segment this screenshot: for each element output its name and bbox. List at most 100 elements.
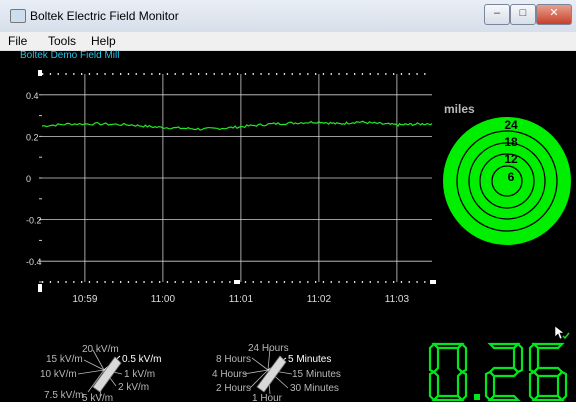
minor-tick-top bbox=[127, 73, 130, 75]
bottom-mid-marker bbox=[234, 280, 240, 284]
minor-tick-bottom bbox=[244, 281, 247, 283]
minor-tick-bottom bbox=[393, 281, 395, 283]
field-series-line bbox=[41, 120, 433, 131]
minor-tick-bottom bbox=[307, 281, 309, 283]
lightning-range-rings: 24 18 12 6 bbox=[443, 117, 571, 245]
menu-bar: File Tools Help bbox=[0, 32, 576, 51]
top-marker bbox=[38, 70, 42, 76]
minor-tick-top bbox=[307, 73, 309, 75]
readout-digit: 0 bbox=[428, 342, 468, 402]
device-label: Boltek Demo Field Mill bbox=[20, 50, 120, 61]
minor-tick-bottom bbox=[268, 281, 270, 283]
minor-tick-top bbox=[393, 73, 395, 75]
scale-selected: 0.5 kV/m bbox=[122, 354, 161, 365]
time-4h: 4 Hours bbox=[212, 369, 247, 380]
minor-tick-bottom bbox=[408, 281, 410, 283]
minor-tick-bottom bbox=[369, 281, 371, 283]
scale-dial[interactable]: 20 kV/m 15 kV/m 10 kV/m 7.5 kV/m 5 kV/m … bbox=[38, 340, 174, 402]
minor-tick-bottom bbox=[354, 281, 356, 283]
x-tick-label: 11:03 bbox=[385, 294, 410, 305]
minor-tick-bottom bbox=[57, 281, 59, 283]
minor-tick-bottom bbox=[237, 281, 239, 283]
time-24h: 24 Hours bbox=[248, 343, 289, 354]
minor-tick-top bbox=[182, 73, 184, 75]
minor-tick-top bbox=[385, 73, 387, 75]
menu-tools[interactable]: Tools bbox=[48, 34, 77, 48]
minor-tick-bottom bbox=[120, 281, 122, 283]
scale-20: 20 kV/m bbox=[82, 344, 119, 355]
bottom-right-marker bbox=[430, 280, 436, 284]
minor-tick-top bbox=[205, 73, 208, 75]
minor-tick-top bbox=[283, 73, 286, 75]
minor-tick-top bbox=[174, 73, 176, 75]
minor-tick-bottom bbox=[112, 281, 114, 283]
x-tick-label: 11:02 bbox=[307, 294, 332, 305]
minor-tick-bottom bbox=[143, 281, 145, 283]
time-selected: 5 Minutes bbox=[288, 354, 331, 365]
x-tick-label: 11:01 bbox=[229, 294, 254, 305]
field-readout: 026 bbox=[428, 342, 568, 402]
menu-help[interactable]: Help bbox=[91, 34, 116, 48]
ring-label-12: 12 bbox=[504, 152, 518, 166]
minor-tick-top bbox=[244, 73, 247, 75]
minor-tick-top bbox=[315, 73, 317, 75]
minor-tick-bottom bbox=[65, 281, 67, 283]
ring-label-24: 24 bbox=[504, 118, 518, 132]
ring-label-18: 18 bbox=[504, 135, 518, 149]
minor-tick-top bbox=[322, 73, 325, 75]
minor-tick-bottom bbox=[104, 281, 106, 283]
minor-tick-top bbox=[151, 73, 153, 75]
minor-tick-bottom bbox=[283, 281, 286, 283]
readout-digit: 6 bbox=[528, 342, 568, 402]
minor-tick-top bbox=[221, 73, 223, 75]
maximize-button[interactable]: □ bbox=[510, 4, 536, 25]
time-15m: 15 Minutes bbox=[292, 369, 341, 380]
minor-tick-bottom bbox=[377, 281, 379, 283]
minor-tick-bottom bbox=[229, 281, 231, 283]
minor-tick-bottom bbox=[400, 281, 403, 283]
range-ring-24 bbox=[456, 130, 558, 232]
range-ring-18 bbox=[468, 142, 546, 220]
scale-7-5: 7.5 kV/m bbox=[44, 390, 83, 401]
app-icon bbox=[10, 9, 26, 23]
x-tick-label: 11:00 bbox=[151, 294, 176, 305]
minor-tick-bottom bbox=[135, 281, 137, 283]
minor-tick-top bbox=[213, 73, 215, 75]
minor-tick-bottom bbox=[213, 281, 215, 283]
minor-tick-bottom bbox=[49, 281, 52, 283]
minor-tick-bottom bbox=[385, 281, 387, 283]
minor-tick-bottom bbox=[315, 281, 317, 283]
minor-tick-top bbox=[268, 73, 270, 75]
range-unit-label: miles bbox=[444, 102, 475, 116]
minor-tick-bottom bbox=[73, 281, 75, 283]
minor-tick-bottom bbox=[159, 281, 161, 283]
minor-tick-top bbox=[291, 73, 293, 75]
y-tick-label: 0 bbox=[26, 174, 31, 184]
minor-tick-top bbox=[81, 73, 83, 75]
minimize-button[interactable]: – bbox=[484, 4, 510, 25]
minor-tick-top bbox=[143, 73, 145, 75]
minor-tick-bottom bbox=[416, 281, 418, 283]
minor-tick-top bbox=[57, 73, 59, 75]
minor-tick-top bbox=[88, 73, 91, 75]
minor-tick-top bbox=[190, 73, 192, 75]
minor-tick-top bbox=[166, 73, 169, 75]
minor-tick-bottom bbox=[88, 281, 91, 283]
scale-dial-knob bbox=[92, 356, 122, 393]
title-bar: Boltek Electric Field Monitor – □ ✕ bbox=[0, 0, 576, 32]
minor-tick-bottom bbox=[182, 281, 184, 283]
scale-5: 5 kV/m bbox=[82, 393, 113, 402]
minor-tick-bottom bbox=[299, 281, 301, 283]
scale-15: 15 kV/m bbox=[46, 354, 83, 365]
minor-tick-top bbox=[237, 73, 239, 75]
readout-decimal-point bbox=[474, 394, 480, 400]
x-tick-label: 10:59 bbox=[72, 294, 97, 305]
minor-tick-bottom bbox=[96, 281, 98, 283]
menu-file[interactable]: File bbox=[8, 34, 28, 48]
time-dial[interactable]: 24 Hours 8 Hours 4 Hours 2 Hours 1 Hour … bbox=[212, 340, 362, 402]
minor-tick-bottom bbox=[166, 281, 169, 283]
minor-tick-bottom bbox=[42, 281, 44, 283]
minor-tick-bottom bbox=[198, 281, 200, 283]
close-button[interactable]: ✕ bbox=[536, 4, 572, 25]
range-ring-outer bbox=[443, 117, 571, 245]
